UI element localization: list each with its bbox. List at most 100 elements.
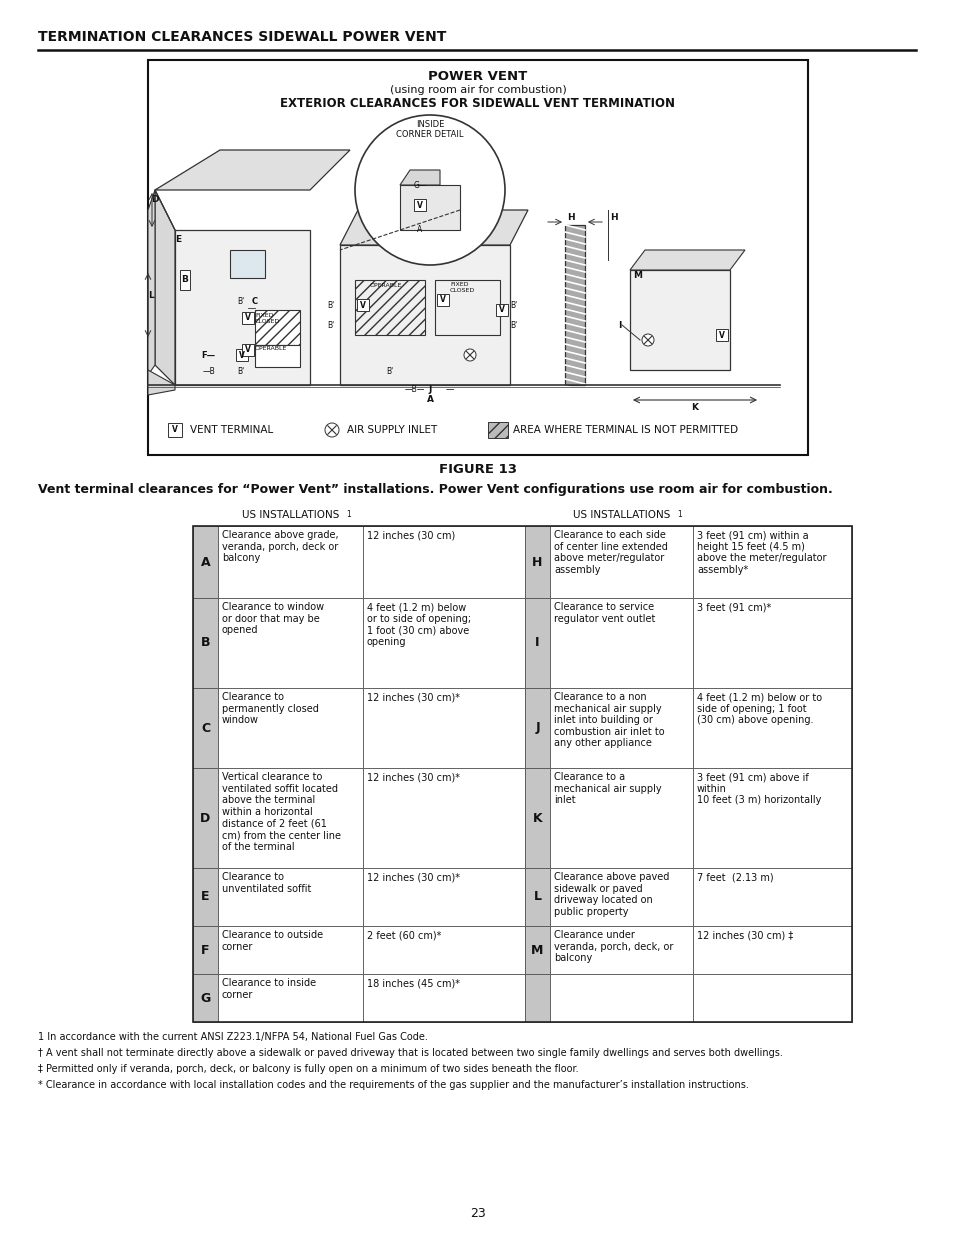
Bar [193,526,218,598]
Text: J: J [428,385,432,394]
Bar [436,294,449,306]
Text: E: E [174,236,181,245]
Text: US INSTALLATIONS: US INSTALLATIONS [572,510,670,520]
Bar [193,688,218,768]
Text: OPERABLE: OPERABLE [254,346,287,351]
Bar [524,926,550,974]
Bar [339,245,510,385]
Bar [414,199,426,211]
Text: (using room air for combustion): (using room air for combustion) [389,85,566,95]
Bar [218,526,363,598]
Text: EXTERIOR CLEARANCES FOR SIDEWALL VENT TERMINATION: EXTERIOR CLEARANCES FOR SIDEWALL VENT TE… [280,98,675,110]
Text: H: H [532,556,542,568]
Bar [218,974,363,1023]
Text: F: F [201,944,210,956]
Text: 1 In accordance with the current ANSI Z223.1/NFPA 54, National Fuel Gas Code.: 1 In accordance with the current ANSI Z2… [38,1032,428,1042]
Text: 3 feet (91 cm) within a
height 15 feet (4.5 m)
above the meter/regulator
assembl: 3 feet (91 cm) within a height 15 feet (… [697,530,825,574]
Text: FIGURE 13: FIGURE 13 [438,463,517,475]
Bar [218,926,363,974]
Text: 4 feet (1.2 m) below
or to side of opening;
1 foot (30 cm) above
opening: 4 feet (1.2 m) below or to side of openi… [367,601,471,647]
Text: US INSTALLATIONS: US INSTALLATIONS [241,510,339,520]
Text: B: B [200,636,210,650]
Circle shape [463,350,476,361]
Text: A: A [426,395,433,404]
Text: * Clearance in accordance with local installation codes and the requirements of : * Clearance in accordance with local ins… [38,1079,748,1091]
Text: I: I [535,636,539,650]
Text: Clearance to each side
of center line extended
above meter/regulator
assembly: Clearance to each side of center line ex… [554,530,667,574]
Bar [363,526,524,598]
Text: Clearance to
unventilated soffit: Clearance to unventilated soffit [222,872,311,894]
Bar [218,688,363,768]
Bar [180,270,190,290]
Bar [356,299,369,311]
Text: 4 feet (1.2 m) below or to
side of opening; 1 foot
(30 cm) above opening.: 4 feet (1.2 m) below or to side of openi… [697,692,821,725]
Text: V: V [172,426,178,435]
Bar [488,422,507,438]
Bar [550,926,692,974]
Text: C: C [201,721,210,735]
Bar [524,768,550,868]
Bar [550,868,692,926]
Circle shape [325,424,338,437]
Text: I: I [618,321,621,330]
Text: —B: —B [202,368,214,377]
Text: Clearance to window
or door that may be
opened: Clearance to window or door that may be … [222,601,324,635]
Text: V: V [719,331,724,340]
Bar [193,974,218,1023]
Text: 12 inches (30 cm)*: 12 inches (30 cm)* [367,872,459,882]
Text: Clearance to outside
corner: Clearance to outside corner [222,930,323,952]
Polygon shape [399,170,439,185]
Text: V: V [245,346,251,354]
Text: 23: 23 [470,1207,485,1220]
Bar [363,868,524,926]
Bar [355,280,424,335]
Bar [692,768,851,868]
Text: INSIDE
CORNER DETAIL: INSIDE CORNER DETAIL [395,120,463,140]
Text: 12 inches (30 cm): 12 inches (30 cm) [367,530,455,540]
Bar [193,868,218,926]
Text: H: H [609,214,617,222]
Text: 12 inches (30 cm)*: 12 inches (30 cm)* [367,692,459,701]
Text: OPERABLE: OPERABLE [370,283,402,288]
Text: M: M [633,270,641,279]
Bar [524,868,550,926]
Bar [230,249,265,278]
Text: Clearance above paved
sidewalk or paved
driveway located on
public property: Clearance above paved sidewalk or paved … [554,872,669,916]
Bar [496,304,507,316]
Bar [550,768,692,868]
Polygon shape [154,149,350,190]
Polygon shape [148,190,154,375]
Bar [692,926,851,974]
Text: AIR SUPPLY INLET: AIR SUPPLY INLET [347,425,436,435]
Polygon shape [148,370,174,395]
Bar [692,868,851,926]
Text: VENT TERMINAL: VENT TERMINAL [190,425,273,435]
Bar [242,312,253,324]
Text: Clearance to inside
corner: Clearance to inside corner [222,978,315,999]
Polygon shape [399,185,459,230]
Text: K: K [532,811,541,825]
Text: Clearance to a
mechanical air supply
inlet: Clearance to a mechanical air supply inl… [554,772,661,805]
Bar [218,868,363,926]
Bar [363,688,524,768]
Bar [629,270,729,370]
Polygon shape [629,249,744,270]
Text: B': B' [236,298,244,306]
Bar [218,768,363,868]
Bar [550,974,692,1023]
Polygon shape [339,210,527,245]
Bar [193,598,218,688]
Text: G: G [200,992,211,1004]
Bar [524,688,550,768]
Bar [692,526,851,598]
Text: TERMINATION CLEARANCES SIDEWALL POWER VENT: TERMINATION CLEARANCES SIDEWALL POWER VE… [38,30,446,44]
Text: M: M [531,944,543,956]
Text: 3 feet (91 cm)*: 3 feet (91 cm)* [697,601,770,613]
Bar [193,526,851,1023]
Text: 12 inches (30 cm) ‡: 12 inches (30 cm) ‡ [697,930,792,940]
Bar [148,61,807,454]
Bar [550,526,692,598]
Text: B: B [181,275,189,284]
Polygon shape [154,190,174,385]
Text: D: D [152,195,158,205]
